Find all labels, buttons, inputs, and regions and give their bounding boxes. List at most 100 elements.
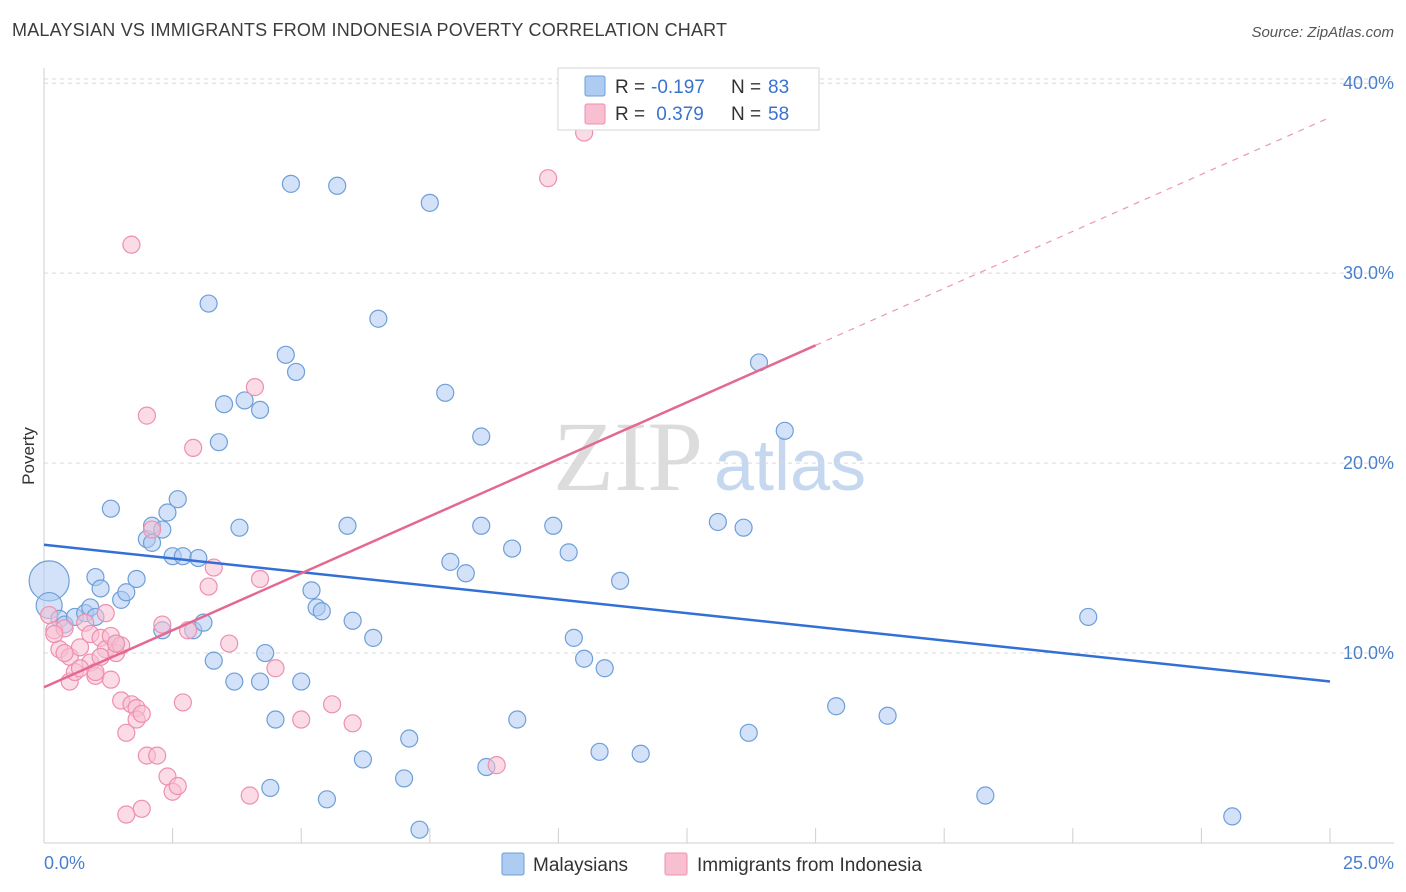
malaysian-point xyxy=(564,628,583,647)
malaysian-point xyxy=(353,750,373,769)
malaysian-point xyxy=(575,649,594,668)
source-credit: Source: ZipAtlas.com xyxy=(1251,24,1394,41)
indonesia-point xyxy=(55,643,74,663)
malaysian-point xyxy=(230,518,249,537)
malaysian-point xyxy=(276,345,295,364)
malaysian-point xyxy=(595,659,614,678)
series-legend: Malaysians Immigrants from Indonesia xyxy=(501,852,922,876)
legend-r-label-2: R = xyxy=(615,104,645,125)
malaysian-point xyxy=(250,400,270,420)
bottom-legend-swatch-malaysians xyxy=(501,852,525,876)
y-tick-label: 40.0% xyxy=(1343,73,1394,93)
malaysian-point xyxy=(312,602,331,621)
indonesia-point xyxy=(132,704,151,723)
indonesia-point xyxy=(132,799,151,818)
malaysian-point xyxy=(775,421,794,440)
legend-r-value-2: 0.379 xyxy=(651,104,704,125)
indonesia-point xyxy=(117,805,136,824)
x-ticks xyxy=(43,828,1331,843)
y-tick-label: 30.0% xyxy=(1343,263,1394,283)
indonesia-point xyxy=(117,723,136,742)
malaysian-point xyxy=(317,790,337,809)
trend-line-indonesia xyxy=(43,344,817,689)
malaysian-point xyxy=(343,611,362,630)
malaysian-point xyxy=(1079,607,1098,627)
malaysian-point xyxy=(286,362,306,382)
malaysian-point xyxy=(544,516,563,535)
indonesia-point xyxy=(322,695,342,714)
malaysian-point xyxy=(503,539,522,558)
malaysian-point xyxy=(611,571,630,590)
malaysian-point xyxy=(101,499,120,518)
indonesia-point xyxy=(148,746,167,765)
malaysian-point xyxy=(214,395,234,414)
series-malaysians xyxy=(28,174,1242,839)
indonesia-point xyxy=(292,710,311,729)
indonesia-point xyxy=(122,235,141,254)
indonesia-point xyxy=(40,605,59,625)
watermark-atlas: atlas xyxy=(714,426,866,506)
malaysian-point xyxy=(631,744,650,763)
x-tick-label-min: 0.0% xyxy=(44,853,85,873)
malaysian-point xyxy=(508,710,527,729)
indonesia-point xyxy=(45,624,64,644)
indonesia-point xyxy=(266,659,285,678)
malaysian-point xyxy=(436,383,455,402)
bottom-legend-label-indonesia: Immigrants from Indonesia xyxy=(697,855,922,876)
legend-r-value-1: -0.197 xyxy=(651,77,705,98)
indonesia-point xyxy=(153,615,172,634)
malaysian-point xyxy=(878,706,897,725)
indonesia-point xyxy=(250,569,270,589)
indonesia-point xyxy=(137,406,156,425)
indonesia-point xyxy=(142,520,162,539)
malaysian-point xyxy=(472,427,491,446)
axes xyxy=(43,68,1394,844)
malaysian-point xyxy=(266,710,285,729)
trend-line-indonesia-extrapolated xyxy=(815,116,1331,346)
legend-n-value-2: 58 xyxy=(768,104,789,125)
indonesia-point xyxy=(487,756,506,775)
malaysian-point xyxy=(338,516,357,535)
malaysian-point xyxy=(420,193,439,212)
legend-n-label-1: N = xyxy=(731,77,761,98)
malaysian-point xyxy=(199,294,218,313)
indonesia-point xyxy=(199,577,218,596)
x-tick-label-max: 25.0% xyxy=(1343,853,1394,873)
y-axis-title: Poverty xyxy=(19,427,38,485)
malaysian-point xyxy=(204,651,223,670)
bottom-legend-swatch-indonesia xyxy=(664,852,688,876)
series-indonesia xyxy=(40,123,594,824)
malaysian-point xyxy=(292,672,311,691)
malaysian-point xyxy=(472,516,491,535)
watermark-zip: ZIP xyxy=(553,401,703,512)
malaysian-point xyxy=(590,742,609,761)
y-tick-labels: 10.0% 20.0% 30.0% 40.0% xyxy=(1343,73,1394,663)
indonesia-point xyxy=(539,169,558,188)
malaysian-point xyxy=(225,672,244,691)
legend-r-label-1: R = xyxy=(615,77,645,98)
trend-lines xyxy=(43,116,1331,689)
malaysian-point xyxy=(708,512,727,532)
indonesia-point xyxy=(240,786,259,805)
malaysian-point xyxy=(410,820,429,839)
malaysian-point xyxy=(158,503,177,522)
malaysian-point xyxy=(364,628,383,647)
malaysian-point xyxy=(456,564,475,583)
indonesia-point xyxy=(173,693,192,712)
malaysian-point xyxy=(235,391,254,410)
correlation-legend: R = -0.197 N = 83 R = 0.379 N = 58 xyxy=(557,67,820,131)
malaysian-point xyxy=(302,581,321,600)
y-tick-label: 10.0% xyxy=(1343,643,1394,663)
malaysian-point xyxy=(250,672,270,691)
malaysian-point xyxy=(369,309,388,328)
malaysian-point xyxy=(209,433,228,452)
malaysian-point xyxy=(976,786,995,805)
malaysian-point xyxy=(559,543,578,562)
indonesia-point xyxy=(96,604,115,623)
legend-n-value-1: 83 xyxy=(768,77,789,98)
malaysian-point xyxy=(261,778,280,798)
trend-line-malaysians xyxy=(43,543,1331,683)
malaysian-point xyxy=(400,729,419,748)
malaysian-point xyxy=(827,697,846,716)
